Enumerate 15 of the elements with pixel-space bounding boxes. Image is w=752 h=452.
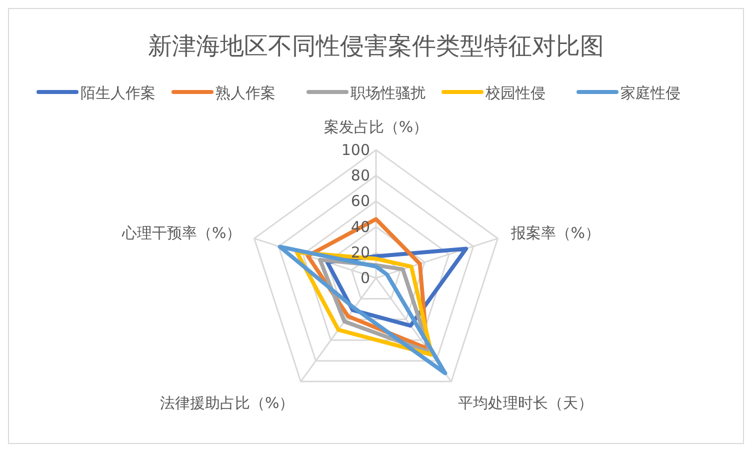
y-tick-label: 60 — [350, 192, 370, 210]
y-tick-label: 100 — [341, 141, 370, 159]
y-tick-label: 80 — [350, 166, 370, 185]
y-tick-label: 0 — [360, 269, 370, 287]
legend-label: 校园性侵 — [484, 84, 546, 102]
spoke-label: 平均处理时长（天） — [458, 394, 593, 412]
legend-label: 陌生人作案 — [80, 84, 156, 102]
spoke-label: 案发占比（%） — [324, 118, 428, 136]
legend-label: 家庭性侵 — [620, 84, 680, 102]
spoke-label: 法律援助占比（%） — [160, 394, 294, 412]
legend-label: 熟人作案 — [216, 84, 276, 102]
chart-title: 新津海地区不同性侵害案件类型特征对比图 — [148, 32, 604, 60]
spoke-label: 报案率（%） — [510, 224, 600, 242]
legend-label: 职场性骚扰 — [350, 84, 426, 102]
spoke-label: 心理干预率（%） — [120, 224, 242, 242]
